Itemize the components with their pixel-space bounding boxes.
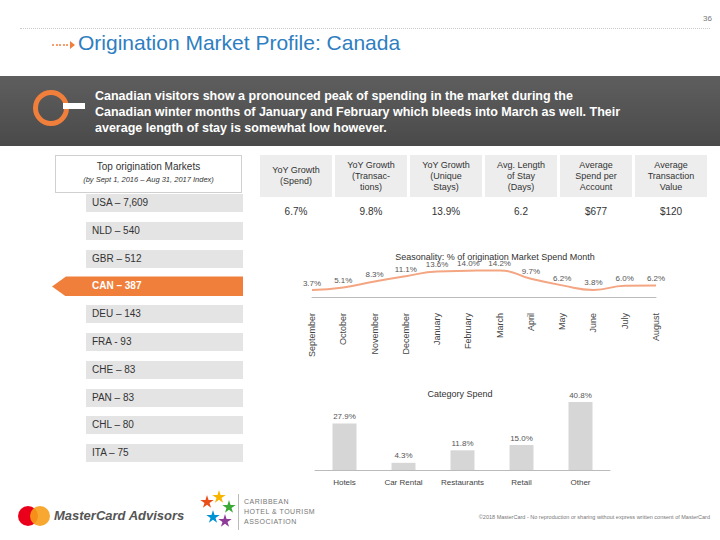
- html-text:GBR – 512: GBR – 512: [92, 252, 142, 264]
- html-text:ITA – 75: ITA – 75: [92, 447, 129, 459]
- svg-text:Other: Other: [570, 478, 590, 487]
- html-text:(Unique: (Unique: [430, 170, 462, 181]
- html-text:HOTEL & TOURISM: HOTEL & TOURISM: [244, 508, 316, 515]
- html-text:of Stay: of Stay: [507, 170, 535, 181]
- svg-text:6.2%: 6.2%: [647, 274, 665, 283]
- svg-text:13.6%: 13.6%: [425, 260, 449, 269]
- html-text:average length of stay is some: average length of stay is somewhat low h…: [95, 121, 387, 135]
- html-text:Transaction: Transaction: [647, 170, 695, 181]
- svg-text:15.0%: 15.0%: [510, 434, 533, 443]
- svg-text:Restaurants: Restaurants: [441, 478, 484, 487]
- svg-text:May: May: [557, 313, 567, 331]
- svg-text:February: February: [463, 313, 473, 350]
- html-text:(Spend): (Spend): [280, 176, 312, 186]
- svg-text:September: September: [307, 313, 317, 357]
- html-text:CHL – 80: CHL – 80: [92, 419, 134, 431]
- html-text:YoY Growth: YoY Growth: [272, 165, 320, 175]
- svg-text:Retail: Retail: [511, 478, 532, 487]
- svg-text:6.0%: 6.0%: [616, 274, 634, 283]
- svg-text:August: August: [651, 313, 661, 342]
- html-text:PAN – 83: PAN – 83: [92, 391, 135, 403]
- svg-text:June: June: [588, 313, 598, 333]
- html-text:ASSOCIATION: ASSOCIATION: [244, 518, 297, 525]
- svg-text:March: March: [495, 313, 505, 338]
- svg-text:December: December: [401, 313, 411, 355]
- html-text:36: 36: [703, 14, 712, 23]
- svg-text:3.7%: 3.7%: [303, 279, 321, 288]
- svg-text:14.0%: 14.0%: [457, 259, 480, 269]
- html-text:©2018 MasterCard - No reproduc: ©2018 MasterCard - No reproduction or sh…: [478, 514, 710, 520]
- html-text:Origination Market Profile: Ca: Origination Market Profile: Canada: [78, 31, 401, 54]
- html-text:$120: $120: [659, 206, 683, 217]
- html-text:6.7%: 6.7%: [284, 206, 308, 217]
- svg-text:9.7%: 9.7%: [522, 267, 540, 276]
- html-text:$677: $677: [584, 206, 608, 217]
- html-text:9.8%: 9.8%: [359, 206, 383, 217]
- html-text:Canadian winter months of Janu: Canadian winter months of January and Fe…: [95, 105, 621, 119]
- html-text:Average: Average: [579, 159, 613, 170]
- html-text:Account: Account: [579, 181, 613, 192]
- svg-text:14.2%: 14.2%: [488, 258, 511, 268]
- svg-text:27.9%: 27.9%: [333, 412, 356, 421]
- html-text:Avg. Length: Avg. Length: [497, 159, 545, 170]
- svg-text:11.8%: 11.8%: [451, 439, 473, 448]
- html-text:6.2: 6.2: [514, 206, 528, 217]
- html-text:Top origination Markets: Top origination Markets: [96, 161, 201, 172]
- html-text:MasterCard Advisors: MasterCard Advisors: [54, 508, 185, 523]
- html-text:CAN – 387: CAN – 387: [92, 280, 142, 292]
- svg-text:January: January: [432, 313, 442, 346]
- svg-text:5.1%: 5.1%: [334, 276, 352, 285]
- html-text:Value: Value: [659, 181, 683, 192]
- html-text:YoY Growth: YoY Growth: [422, 159, 470, 170]
- html-text:NLD – 540: NLD – 540: [92, 224, 140, 236]
- html-text:(by Sept 1, 2016 – Aug 31, 201: (by Sept 1, 2016 – Aug 31, 2017 Index): [83, 175, 214, 184]
- html-text:Average: Average: [654, 159, 688, 170]
- svg-text:3.8%: 3.8%: [584, 278, 602, 287]
- svg-text:6.2%: 6.2%: [553, 274, 571, 283]
- html-text:Stays): Stays): [433, 181, 459, 192]
- svg-text:November: November: [370, 313, 380, 355]
- html-text:Canadian visitors show a prono: Canadian visitors show a pronounced peak…: [95, 89, 573, 103]
- svg-text:July: July: [620, 313, 630, 330]
- html-text:CARIBBEAN: CARIBBEAN: [244, 498, 289, 505]
- svg-text:4.3%: 4.3%: [394, 451, 412, 460]
- html-text:tions): tions): [360, 181, 382, 192]
- svg-text:Category Spend: Category Spend: [427, 389, 492, 399]
- html-text:CHE – 83: CHE – 83: [92, 363, 136, 375]
- html-text:13.9%: 13.9%: [431, 206, 461, 217]
- svg-text:8.3%: 8.3%: [365, 270, 383, 279]
- svg-text:Seasonality: % of origination: Seasonality: % of origination Market Spe…: [395, 252, 595, 262]
- svg-text:40.8%: 40.8%: [569, 391, 592, 400]
- html-text:FRA - 93: FRA - 93: [92, 336, 132, 347]
- html-text:(Days): (Days): [507, 181, 535, 192]
- html-text:USA – 7,609: USA – 7,609: [92, 197, 149, 208]
- html-text:DEU – 143: DEU – 143: [92, 308, 141, 320]
- html-text:YoY Growth: YoY Growth: [347, 159, 395, 170]
- svg-text:April: April: [526, 313, 536, 331]
- svg-text:Hotels: Hotels: [333, 478, 356, 487]
- svg-text:October: October: [338, 313, 348, 345]
- html-text:(Transac-: (Transac-: [351, 170, 391, 181]
- svg-text:Car Rental: Car Rental: [384, 478, 422, 487]
- html-text:Spend per: Spend per: [575, 170, 617, 181]
- svg-text:11.1%: 11.1%: [395, 265, 417, 274]
